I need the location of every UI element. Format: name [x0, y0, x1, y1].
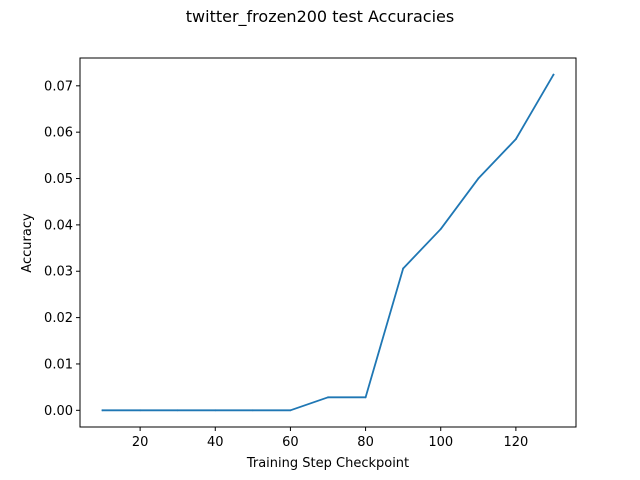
series-layer	[101, 73, 555, 412]
y-axis-ticks: 0.00 0.01 0.02 0.03 0.04 0.05 0.06 0.07	[44, 79, 80, 419]
data-point	[139, 409, 142, 412]
x-tick-label: 20	[132, 435, 149, 450]
chart-title: twitter_frozen200 test Accuracies	[186, 7, 454, 27]
data-point	[214, 409, 217, 412]
y-tick-label: 0.03	[44, 265, 73, 280]
data-point	[251, 409, 254, 412]
plot-area	[80, 58, 576, 427]
plot-frame	[79, 57, 577, 428]
data-point	[402, 267, 405, 270]
data-point	[176, 409, 179, 412]
data-point	[439, 228, 442, 230]
x-axis-ticks: 20 40 60 80 100 120	[132, 427, 528, 450]
y-tick-label: 0.05	[44, 172, 73, 187]
y-axis-label: Accuracy	[20, 213, 35, 273]
data-point	[477, 177, 480, 180]
x-axis-label: Training Step Checkpoint	[246, 456, 409, 471]
data-point	[289, 409, 292, 412]
data-point	[514, 138, 517, 141]
data-point	[327, 396, 329, 399]
y-tick-label: 0.07	[44, 79, 73, 94]
x-tick-label: 100	[428, 435, 453, 450]
data-point	[364, 396, 367, 399]
y-tick-label: 0.00	[44, 404, 73, 419]
x-tick-label: 40	[207, 435, 224, 450]
y-tick-label: 0.01	[44, 357, 73, 372]
y-tick-label: 0.02	[44, 311, 73, 326]
x-tick-label: 60	[282, 435, 299, 450]
y-tick-label: 0.04	[44, 218, 73, 233]
x-tick-label: 80	[357, 435, 374, 450]
x-tick-label: 120	[503, 435, 528, 450]
data-point	[101, 409, 104, 412]
data-point	[552, 73, 555, 76]
y-tick-label: 0.06	[44, 126, 73, 141]
